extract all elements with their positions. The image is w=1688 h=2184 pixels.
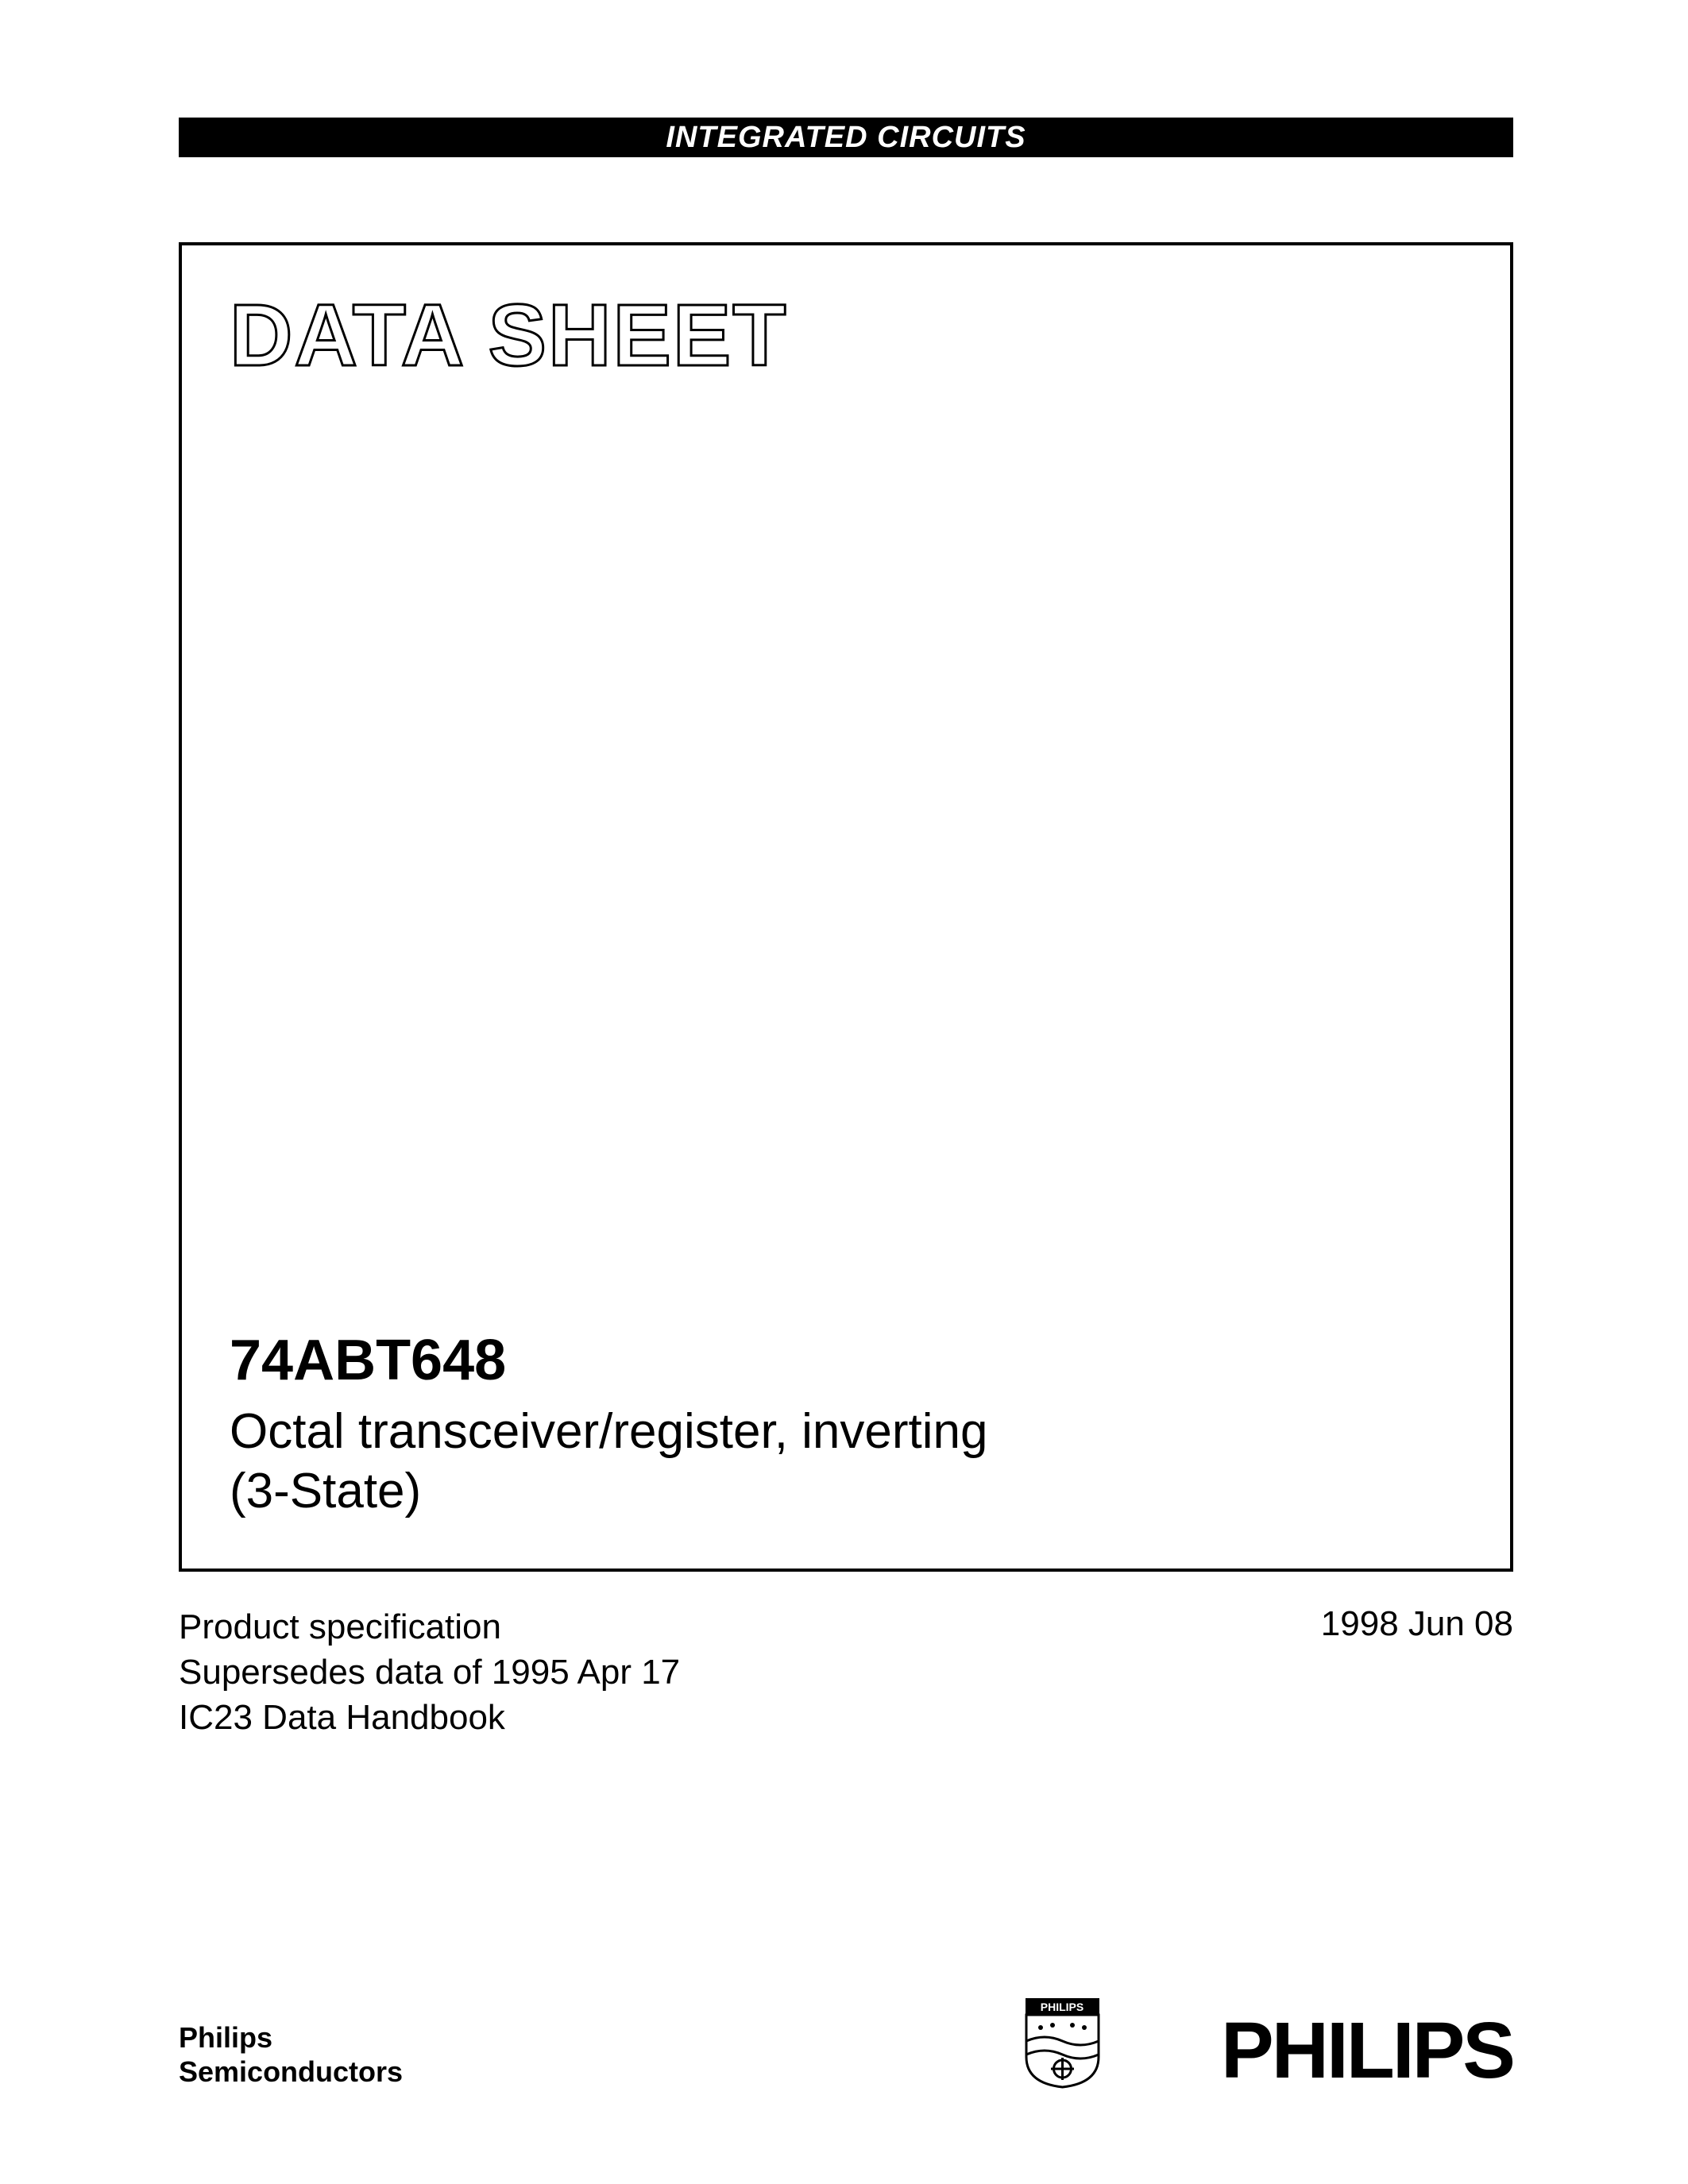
- main-content-box: DATA SHEET 74ABT648 Octal transceiver/re…: [179, 242, 1513, 1572]
- philips-shield-icon: PHILIPS: [1025, 1997, 1100, 2093]
- part-number: 74ABT648: [230, 1328, 988, 1393]
- metadata-block: Product specification Supersedes data of…: [179, 1604, 1513, 1741]
- footer-company: Philips Semiconductors: [179, 2020, 403, 2089]
- header-title: INTEGRATED CIRCUITS: [666, 121, 1026, 154]
- company-line2: Semiconductors: [179, 2055, 403, 2089]
- company-line1: Philips: [179, 2020, 403, 2055]
- part-desc-line1: Octal transceiver/register, inverting: [230, 1404, 988, 1459]
- philips-logo: PHILIPS: [1221, 2005, 1513, 2097]
- document-type-title: DATA SHEET: [230, 285, 787, 386]
- supersedes-label: Supersedes data of 1995 Apr 17: [179, 1650, 680, 1695]
- metadata-date: 1998 Jun 08: [1321, 1604, 1513, 1644]
- part-info-block: 74ABT648 Octal transceiver/register, inv…: [230, 1328, 988, 1521]
- spec-label: Product specification: [179, 1604, 680, 1650]
- handbook-label: IC23 Data Handbook: [179, 1695, 680, 1740]
- header-bar: INTEGRATED CIRCUITS: [179, 118, 1513, 157]
- part-description: Octal transceiver/register, inverting (3…: [230, 1403, 988, 1521]
- part-desc-line2: (3-State): [230, 1464, 421, 1518]
- metadata-left: Product specification Supersedes data of…: [179, 1604, 680, 1741]
- shield-text: PHILIPS: [1041, 2001, 1083, 2013]
